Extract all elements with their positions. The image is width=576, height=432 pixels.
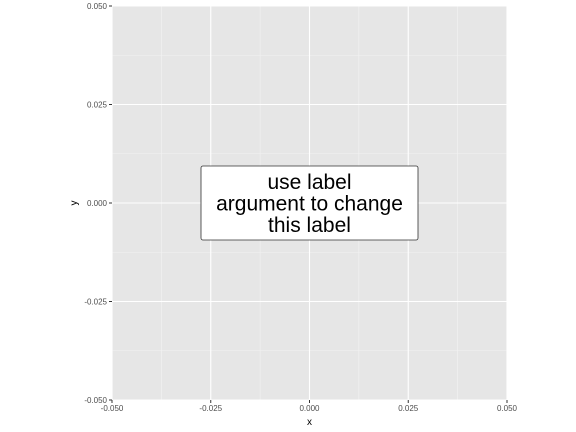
x-tick-label: 0.000 bbox=[299, 404, 320, 413]
x-tick-label: -0.025 bbox=[199, 404, 222, 413]
x-axis: -0.050 -0.025 0.000 0.025 0.050 bbox=[101, 400, 518, 413]
annotation-box bbox=[200, 165, 419, 241]
y-axis: -0.050 -0.025 0.000 0.025 0.050 bbox=[84, 2, 112, 405]
annotation-line: use label bbox=[267, 171, 351, 194]
y-tick-label: 0.000 bbox=[87, 199, 108, 208]
y-tick-label: -0.050 bbox=[84, 396, 107, 405]
x-tick-label: 0.050 bbox=[497, 404, 518, 413]
x-tick-label: -0.050 bbox=[101, 404, 124, 413]
y-tick-label: 0.050 bbox=[87, 2, 108, 11]
y-tick-label: -0.025 bbox=[84, 298, 107, 307]
x-axis-title: x bbox=[307, 417, 312, 428]
y-tick-label: 0.025 bbox=[87, 101, 108, 110]
annotation-label: use label argument to change this label bbox=[200, 165, 419, 241]
annotation-line: this label bbox=[268, 214, 351, 237]
y-axis-title: y bbox=[69, 201, 80, 206]
annotation-line: argument to change bbox=[216, 193, 403, 216]
x-tick-label: 0.025 bbox=[398, 404, 419, 413]
